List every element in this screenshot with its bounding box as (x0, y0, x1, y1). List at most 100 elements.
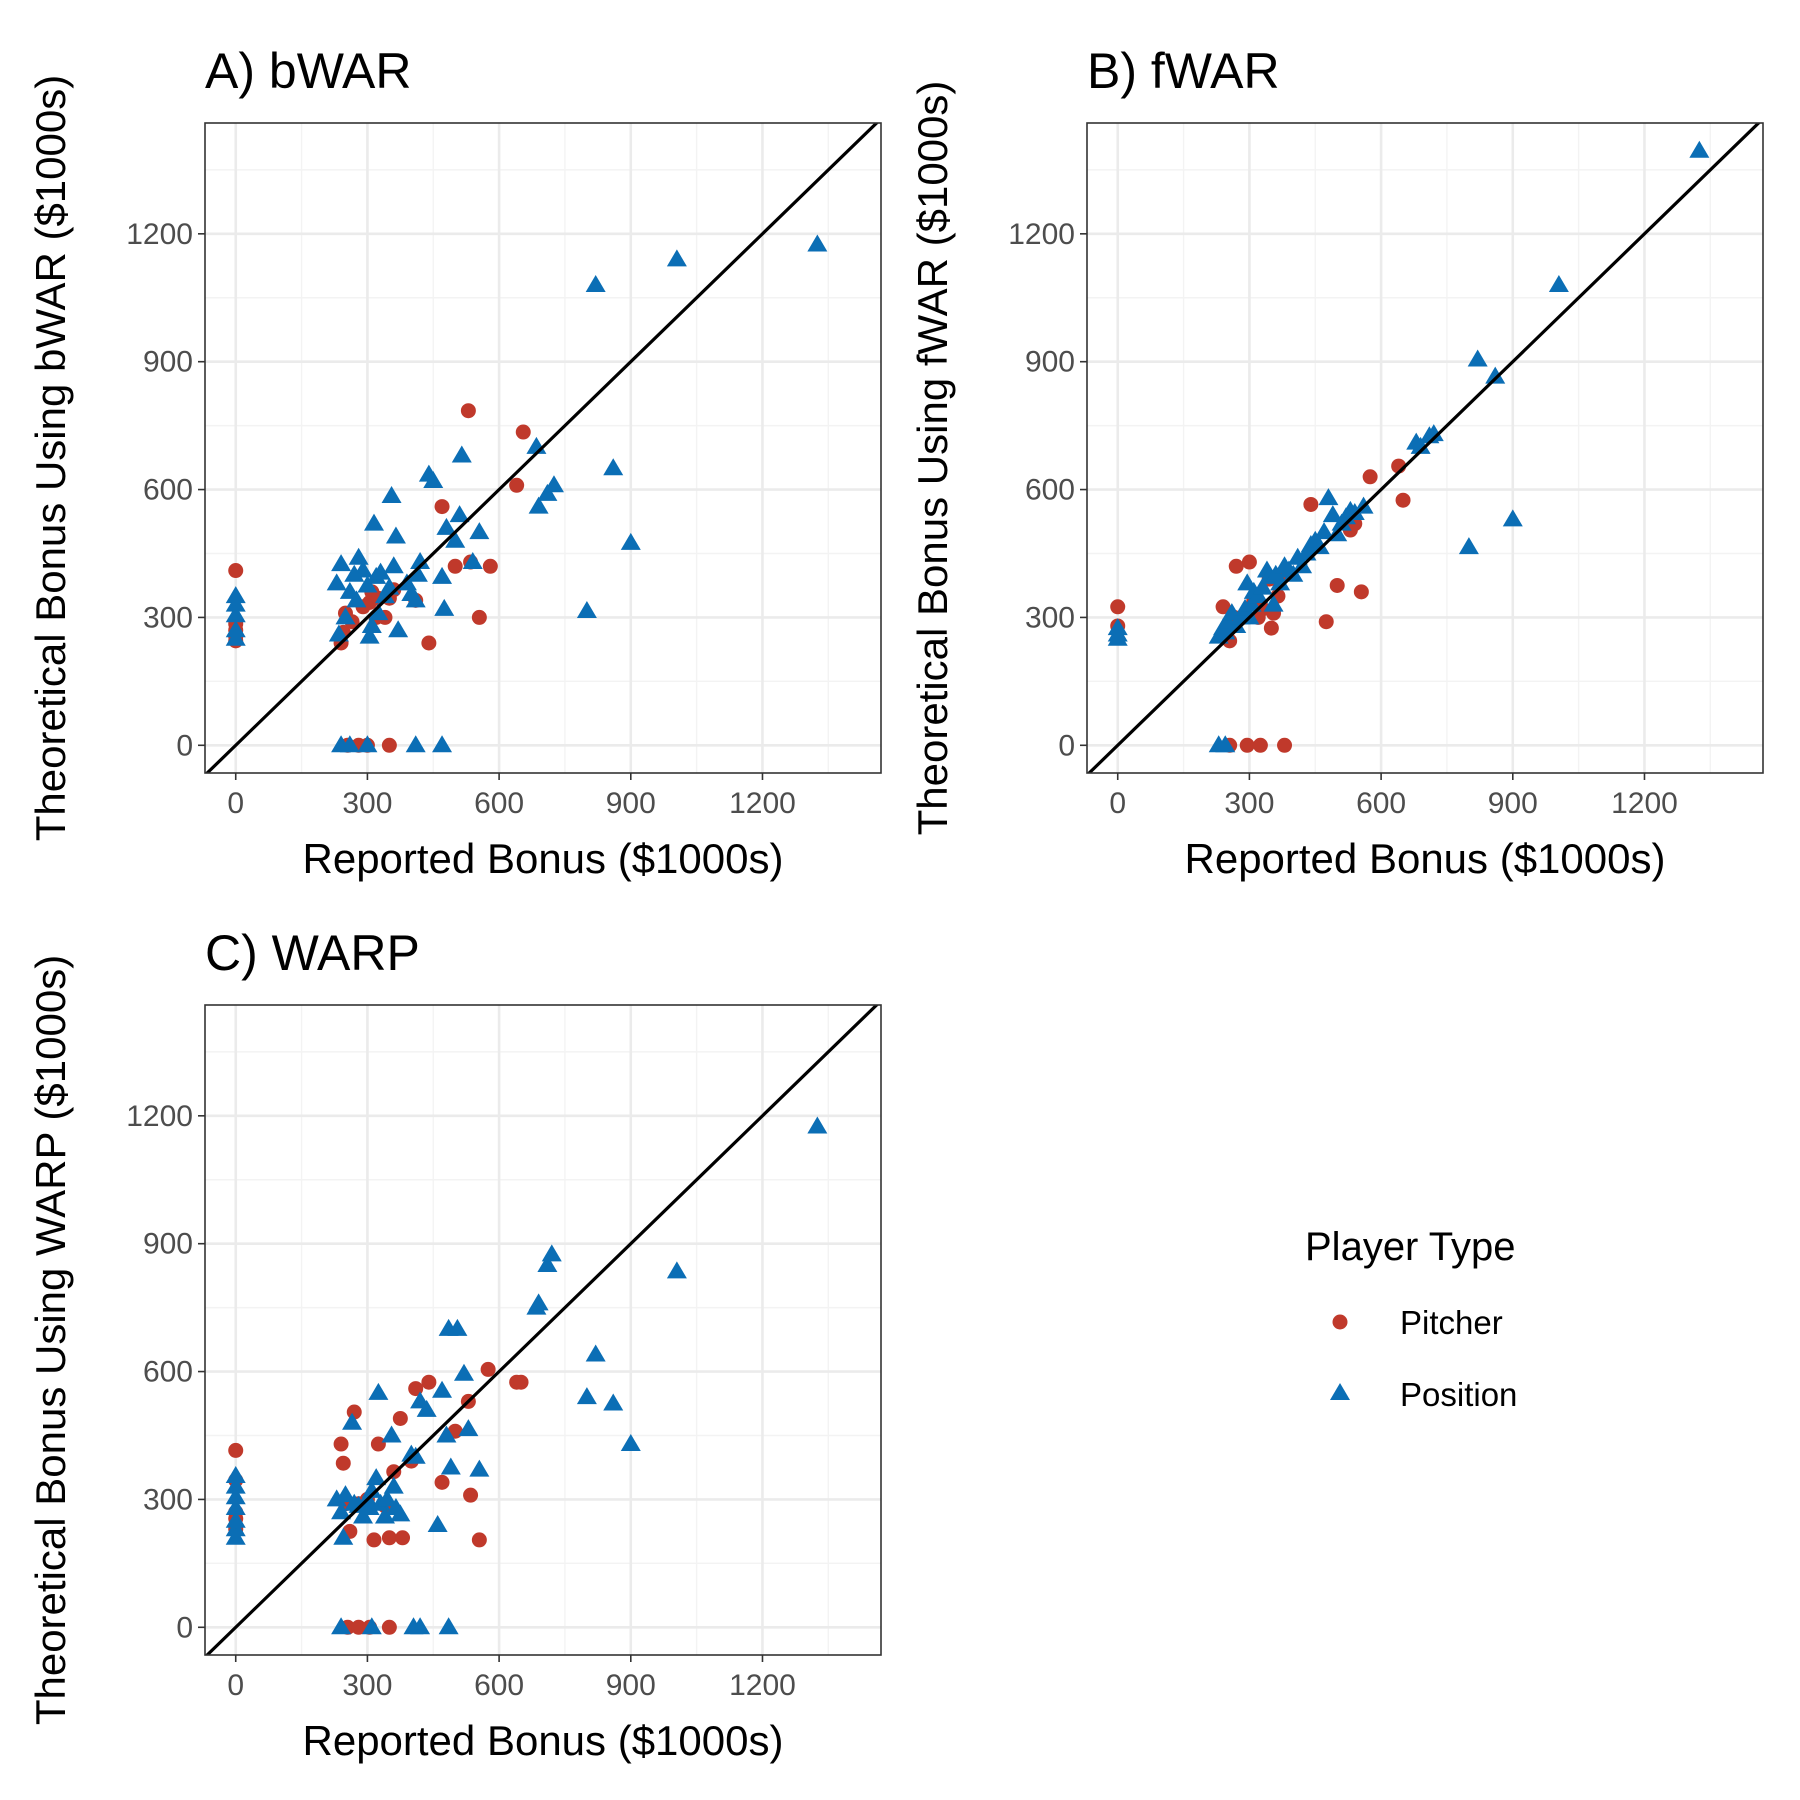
position-point (1241, 594, 1262, 612)
pitcher-point (480, 1361, 496, 1377)
y-axis-title: Theoretical Bonus Using bWAR ($1000s) (27, 75, 74, 841)
pitcher-point (515, 424, 531, 440)
position-point (357, 735, 378, 753)
pitcher-point (1215, 599, 1231, 615)
position-point (335, 1485, 356, 1503)
position-point (807, 1116, 828, 1134)
position-point (359, 626, 380, 644)
position-point (225, 620, 246, 638)
position-point (405, 735, 426, 753)
x-tick-label: 600 (1356, 787, 1406, 820)
position-point (576, 601, 597, 619)
position-point (361, 1480, 382, 1498)
pitcher-point (1303, 496, 1319, 512)
position-point (366, 1468, 387, 1486)
legend-position-label: Position (1400, 1376, 1517, 1413)
position-point (620, 532, 641, 550)
position-point (368, 1382, 389, 1400)
position-point (1270, 573, 1291, 591)
position-point (225, 1510, 246, 1528)
position-point (585, 274, 606, 292)
position-point (445, 530, 466, 548)
legend-position-marker (1330, 1383, 1350, 1400)
position-point (381, 485, 402, 503)
pitcher-point (434, 499, 450, 515)
panel-title: A) bWAR (205, 43, 412, 99)
position-point (427, 1515, 448, 1532)
panel-title: B) fWAR (1087, 43, 1280, 99)
panel-border (204, 122, 882, 774)
panel-border (1086, 122, 1764, 774)
position-point (328, 624, 349, 642)
pitcher-point (1329, 577, 1345, 593)
position-point (361, 1617, 382, 1635)
pitcher-point (1395, 492, 1411, 508)
position-point (353, 560, 374, 578)
position-point (1107, 628, 1128, 646)
legend-pitcher-marker (1332, 1314, 1348, 1330)
position-point (357, 575, 378, 593)
position-point (1314, 522, 1335, 540)
y-tick-label: 600 (1025, 474, 1075, 507)
x-tick-label: 300 (342, 1669, 392, 1702)
x-tick-label: 600 (474, 1669, 524, 1702)
x-tick-label: 0 (227, 787, 244, 820)
x-tick-label: 900 (1488, 787, 1538, 820)
position-point (225, 1497, 246, 1515)
panel-warp: 0 300 600 900 1200 0 300 600 900 1200 C) WARP Repor… (27, 925, 882, 1764)
position-point (346, 590, 367, 608)
series-position (225, 234, 828, 753)
position-point (432, 735, 453, 753)
position-point (469, 522, 490, 540)
position-point (225, 1476, 246, 1494)
panel-fwar: 0 300 600 900 1200 0 300 600 900 1200 B) fWAR Repor… (909, 43, 1764, 882)
panel-bwar: 0 300 600 900 1200 0 300 600 900 1200 A) bWAR Repor… (27, 43, 882, 882)
position-point (388, 620, 409, 638)
position-point (374, 586, 395, 604)
series-position (1107, 140, 1710, 753)
position-point (432, 566, 453, 584)
position-point (225, 1527, 246, 1545)
position-point (451, 445, 472, 463)
pitcher-point (471, 1532, 487, 1548)
position-point (620, 1434, 641, 1452)
position-point (225, 628, 246, 646)
position-point (458, 1419, 479, 1437)
position-point (1458, 537, 1479, 555)
x-tick-label: 600 (474, 787, 524, 820)
position-point (368, 603, 389, 621)
y-tick-label: 300 (143, 601, 193, 634)
position-point (1423, 424, 1444, 442)
position-point (1215, 735, 1236, 753)
position-point (666, 1261, 687, 1279)
x-tick-label: 1200 (1611, 787, 1678, 820)
pitcher-point (471, 609, 487, 625)
position-point (342, 1412, 363, 1430)
identity-line (205, 123, 879, 773)
pitcher-point (509, 477, 525, 493)
y-tick-label: 600 (143, 474, 193, 507)
pitcher-point (392, 1410, 408, 1426)
x-axis-title: Reported Bonus ($1000s) (303, 835, 784, 882)
identity-line (205, 1005, 879, 1655)
y-tick-label: 0 (176, 729, 193, 762)
position-point (333, 1527, 354, 1545)
pitcher-point (434, 1474, 450, 1490)
position-point (1318, 488, 1339, 506)
position-point (348, 547, 369, 565)
y-tick-label: 300 (1025, 601, 1075, 634)
position-point (438, 1617, 459, 1635)
pitcher-point (228, 563, 244, 579)
position-point (440, 1457, 461, 1475)
position-point (1309, 537, 1330, 555)
y-tick-label: 300 (143, 1483, 193, 1516)
pitcher-point (335, 1455, 351, 1471)
position-point (528, 496, 549, 514)
position-point (1485, 366, 1506, 384)
position-point (1502, 509, 1523, 527)
panel-border (204, 1004, 882, 1656)
position-point (447, 1318, 468, 1336)
position-point (432, 1380, 453, 1398)
x-tick-label: 0 (227, 1669, 244, 1702)
